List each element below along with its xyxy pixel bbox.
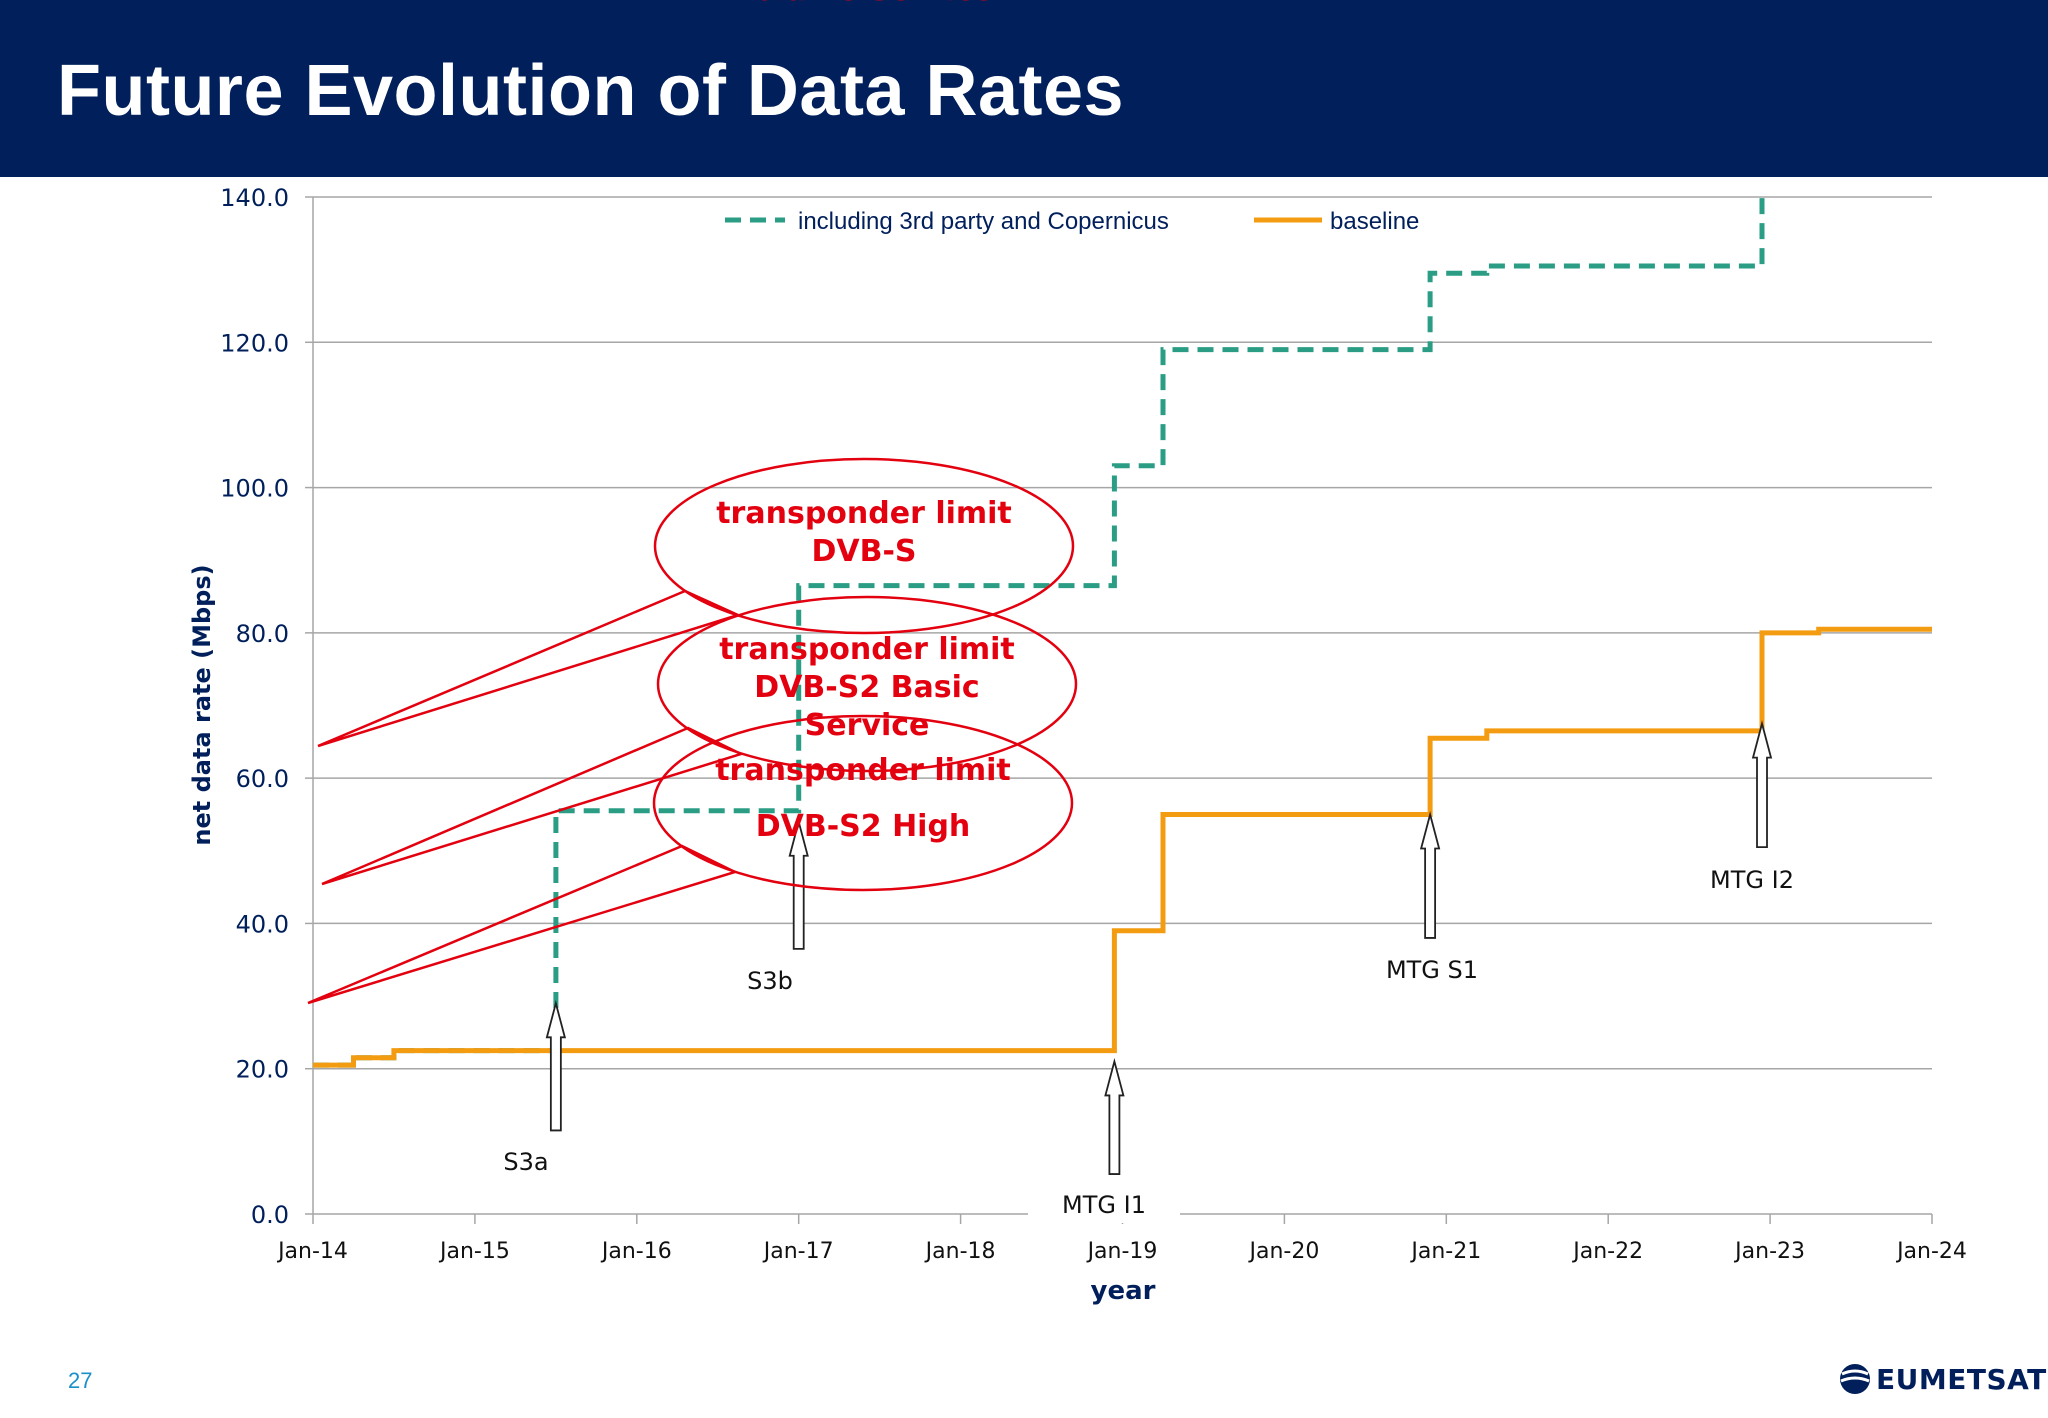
y-tick-label: 100.0: [220, 475, 289, 503]
y-tick-label: 40.0: [236, 910, 289, 938]
y-tick-label: 60.0: [236, 765, 289, 793]
callout-text: transponder limit: [719, 632, 1015, 667]
annotation-label: MTG I1: [1062, 1191, 1146, 1219]
annotation-label: S3a: [503, 1148, 548, 1176]
x-tick-label: Jan-23: [1733, 1239, 1805, 1264]
callout-text: DVB-S2 High: [756, 809, 971, 844]
y-tick-label: 140.0: [220, 184, 289, 212]
legend: including 3rd party and Copernicus baseli…: [725, 208, 1419, 235]
y-tick-label: 20.0: [236, 1056, 289, 1084]
callout-text: DVB-S: [811, 534, 916, 569]
callout-text: transponder limit: [716, 496, 1012, 531]
x-tick-label: Jan-20: [1247, 1239, 1319, 1264]
logo-text: EUMETSAT: [1876, 1362, 2047, 1396]
x-tick-label: Jan-17: [762, 1239, 834, 1264]
annotation-arrow: [1751, 720, 1773, 849]
x-tick-label: Jan-22: [1571, 1239, 1643, 1264]
y-tick-label: 80.0: [236, 620, 289, 648]
x-tick-label: Jan-21: [1409, 1239, 1481, 1264]
callout-text: Volume Service: [733, 0, 994, 8]
callout-ellipse: [652, 714, 1074, 892]
x-tick-label: Jan-16: [600, 1239, 672, 1264]
callout-pointer: [321, 726, 745, 886]
annotation-arrow: [545, 999, 567, 1132]
globe-logo-icon: [1840, 1364, 1870, 1394]
page-number: 27: [68, 1368, 93, 1393]
x-tick-label: Jan-15: [438, 1239, 510, 1264]
callout-pointer: [317, 589, 742, 748]
annotation-arrow: [1104, 1057, 1125, 1175]
legend-label-3rd-party: including 3rd party and Copernicus: [798, 208, 1169, 235]
y-tick-label: 0.0: [251, 1201, 289, 1229]
annotation-label-bg: [1028, 1187, 1180, 1223]
title-bar: Future Evolution of Data Rates: [0, 0, 2048, 177]
x-tick-label: Jan-24: [1895, 1239, 1967, 1264]
annotation-label: MTG I2: [1710, 866, 1794, 894]
y-tick-label: 120.0: [220, 329, 289, 357]
slide-title: Future Evolution of Data Rates: [57, 51, 1125, 131]
annotation-arrow: [1419, 810, 1441, 939]
x-tick-label: Jan-18: [924, 1239, 996, 1264]
eumetsat-logo: EUMETSAT: [1838, 1362, 2047, 1396]
x-tick-label: Jan-19: [1086, 1239, 1158, 1264]
series-line-baseline: [313, 626, 1932, 1068]
callout-pointer: [307, 844, 739, 1005]
callout-ellipse: [656, 595, 1078, 773]
callout-text: Service: [805, 708, 930, 743]
x-tick-label: Jan-14: [276, 1239, 348, 1264]
annotation-label: MTG S1: [1386, 956, 1478, 984]
callout-text: DVB-S2 Basic: [754, 670, 979, 705]
legend-label-baseline: baseline: [1330, 208, 1419, 235]
callout-text: transponder limit: [715, 753, 1011, 788]
callout-ellipse: [653, 457, 1075, 635]
callout-bubble: transponder limit DVB-S2 High Volume Servi…: [307, 0, 1074, 1005]
x-axis-title: year: [1091, 1276, 1156, 1306]
annotation-label: S3b: [747, 967, 793, 995]
y-axis-title: net data rate (Mbps): [188, 564, 216, 845]
